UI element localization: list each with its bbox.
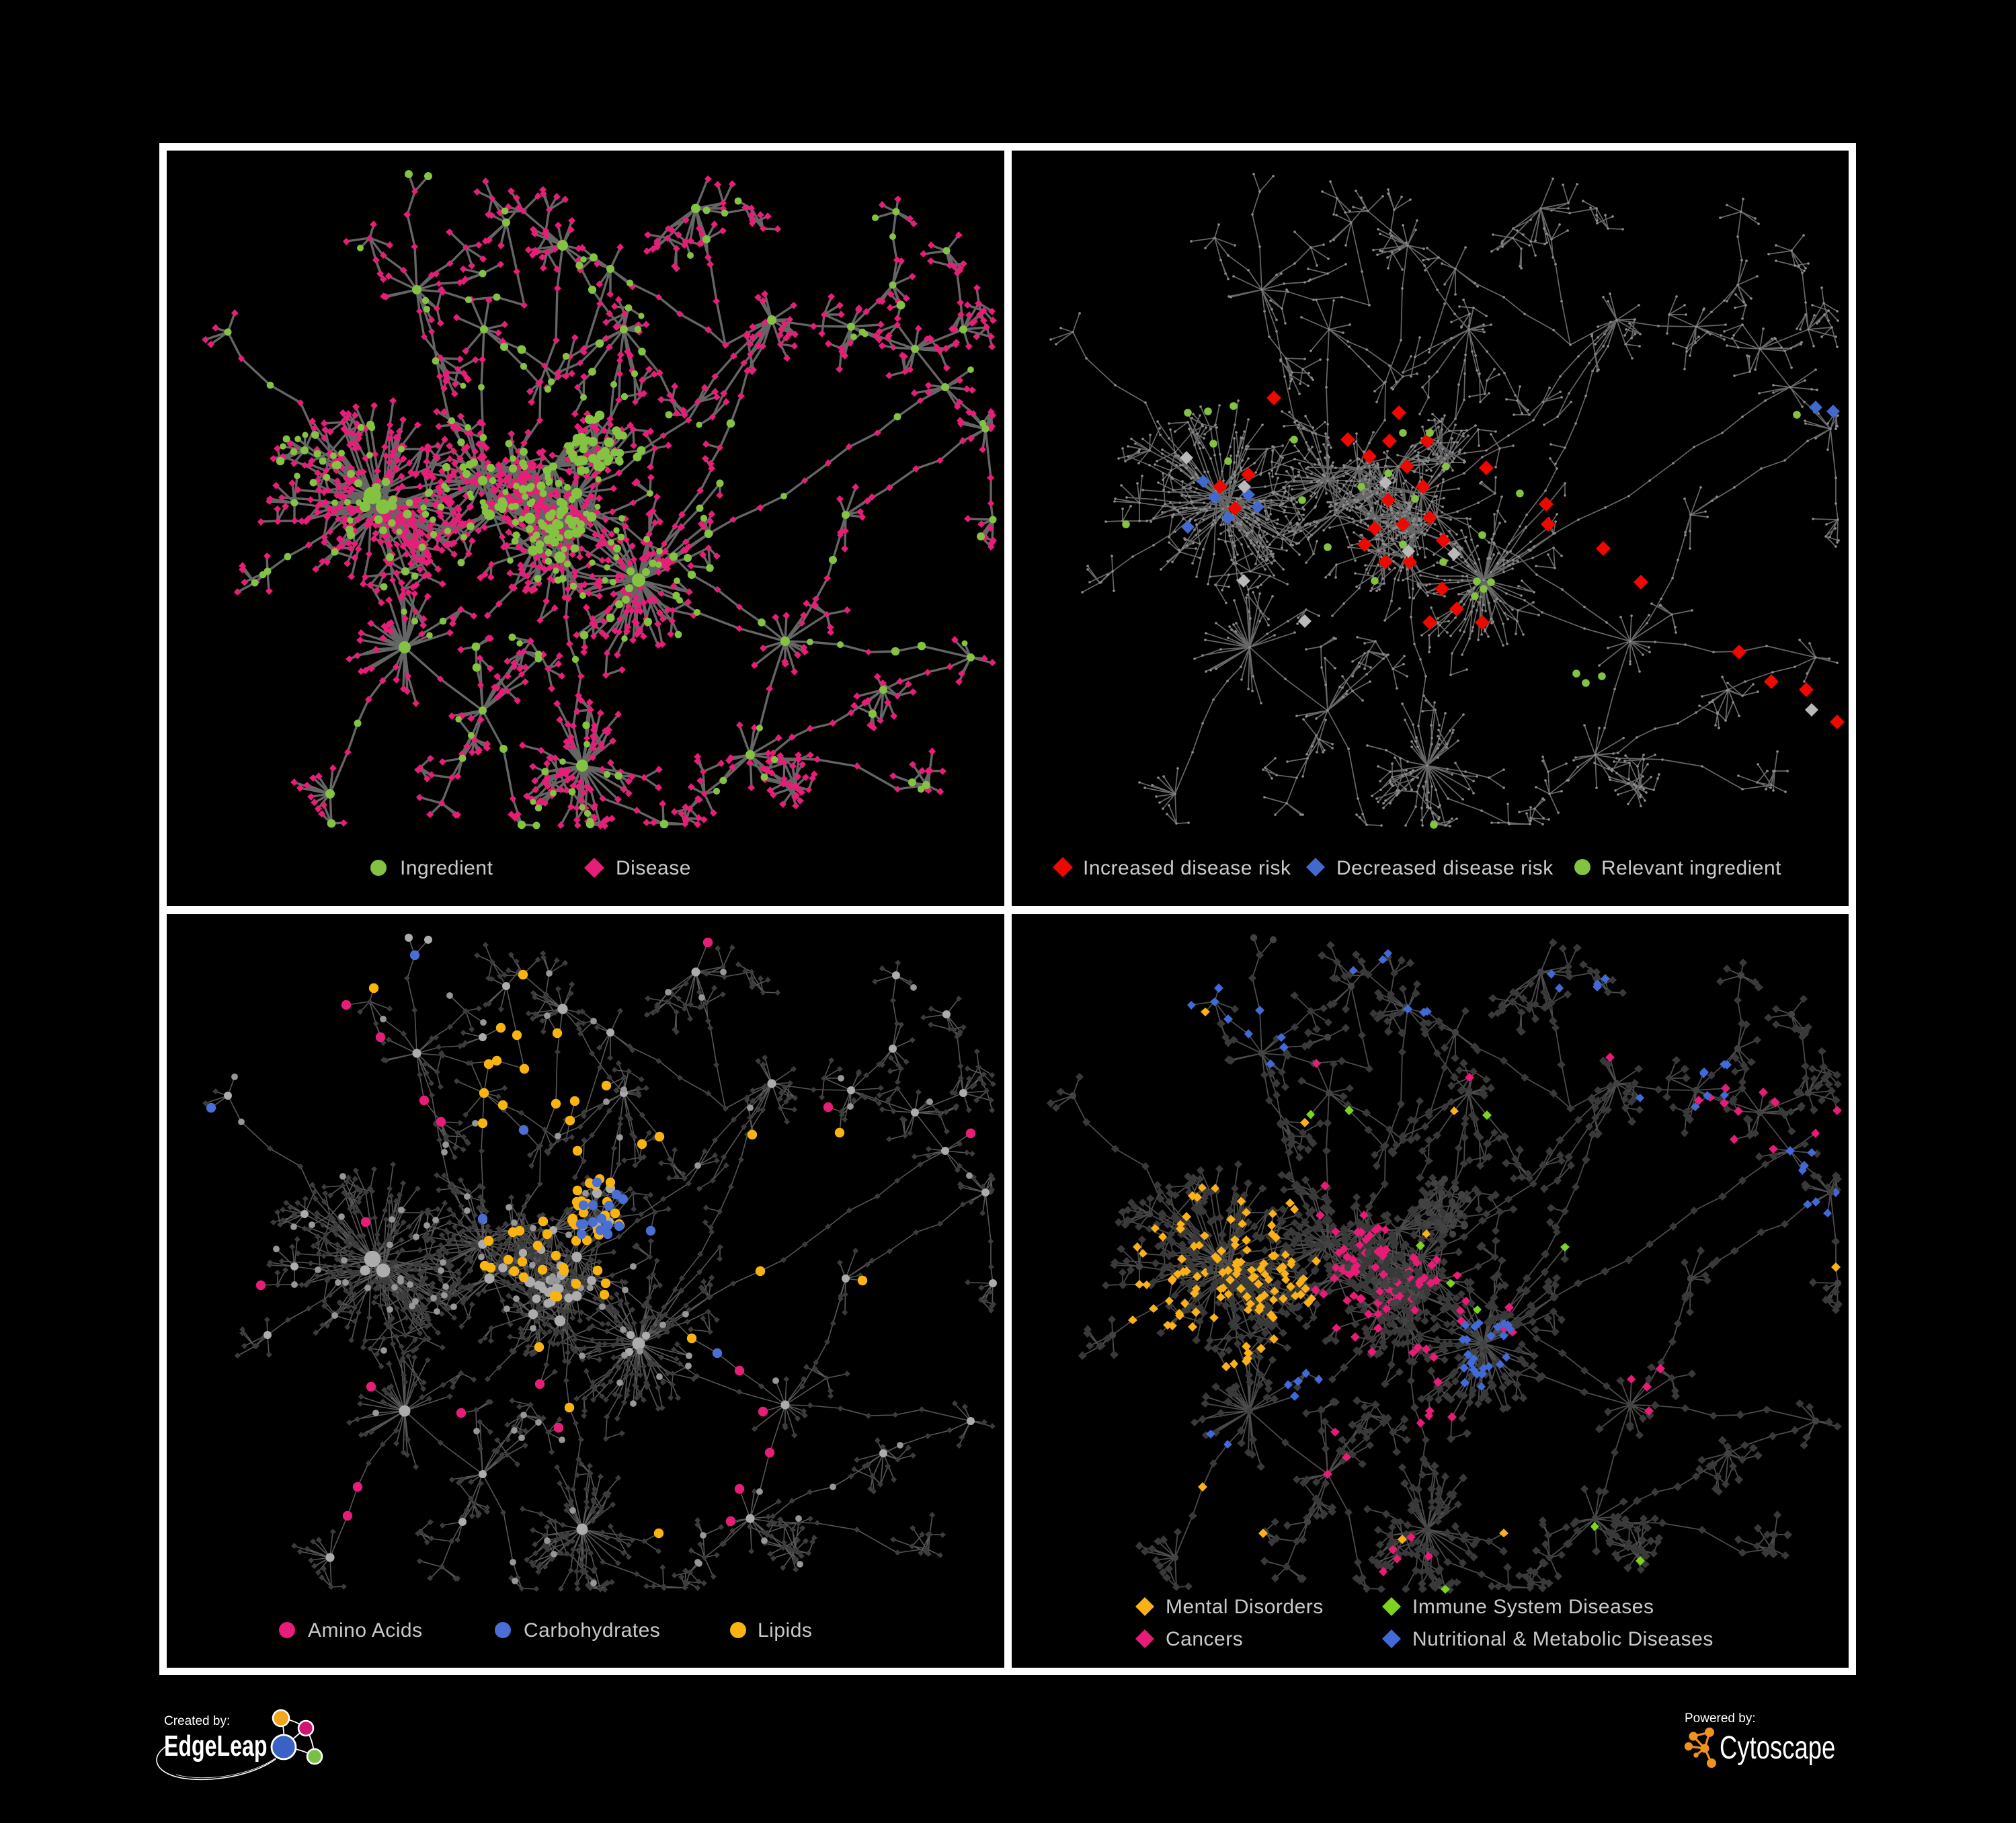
- svg-text:Nutritional & Metabolic Diseas: Nutritional & Metabolic Diseases: [1412, 1628, 1713, 1650]
- svg-text:Increased disease risk: Increased disease risk: [1083, 857, 1291, 879]
- svg-text:Immune System Diseases: Immune System Diseases: [1412, 1596, 1654, 1618]
- svg-text:Carbohydrates: Carbohydrates: [524, 1619, 660, 1642]
- svg-text:Ingredient: Ingredient: [400, 857, 493, 879]
- svg-text:Decreased disease risk: Decreased disease risk: [1336, 857, 1554, 879]
- svg-text:EdgeLeap: EdgeLeap: [164, 1730, 267, 1763]
- svg-text:Cytoscape: Cytoscape: [1720, 1730, 1835, 1766]
- svg-text:Created by:: Created by:: [164, 1714, 230, 1728]
- svg-text:Mental Disorders: Mental Disorders: [1166, 1596, 1324, 1618]
- svg-text:Disease: Disease: [616, 857, 691, 879]
- svg-text:Powered by:: Powered by:: [1685, 1711, 1756, 1726]
- svg-text:Cancers: Cancers: [1166, 1628, 1243, 1650]
- svg-text:Relevant ingredient: Relevant ingredient: [1601, 857, 1781, 879]
- svg-text:Amino Acids: Amino Acids: [308, 1619, 423, 1642]
- svg-text:Lipids: Lipids: [758, 1619, 812, 1642]
